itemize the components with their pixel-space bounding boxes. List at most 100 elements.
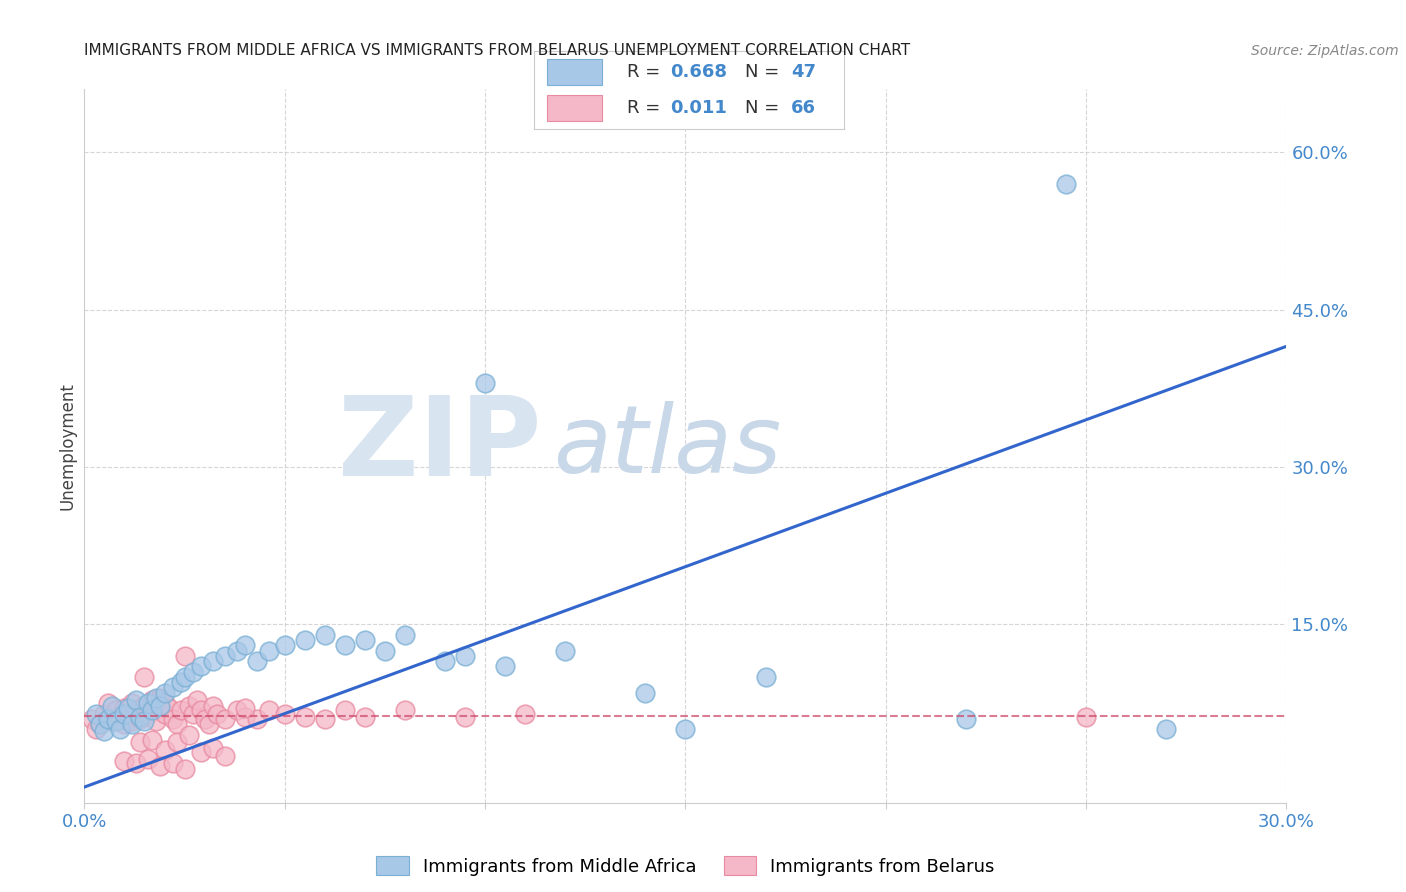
Point <box>138 706 160 721</box>
Text: 47: 47 <box>792 63 815 81</box>
Bar <box>547 59 602 86</box>
Point <box>314 712 336 726</box>
Point <box>162 756 184 770</box>
Point <box>97 696 120 710</box>
Point <box>114 706 135 721</box>
Point <box>149 699 172 714</box>
Bar <box>547 95 602 121</box>
Text: IMMIGRANTS FROM MIDDLE AFRICA VS IMMIGRANTS FROM BELARUS UNEMPLOYMENT CORRELATIO: IMMIGRANTS FROM MIDDLE AFRICA VS IMMIGRA… <box>84 43 911 58</box>
Text: 0.011: 0.011 <box>671 99 727 117</box>
Point <box>114 717 135 731</box>
Point <box>233 639 256 653</box>
Point <box>1076 710 1098 724</box>
Point <box>129 712 152 726</box>
Point <box>190 659 212 673</box>
Point <box>125 693 148 707</box>
Point <box>515 706 537 721</box>
Point <box>138 696 160 710</box>
Point <box>314 628 336 642</box>
Point <box>955 712 977 726</box>
Point <box>233 701 256 715</box>
Point <box>145 703 167 717</box>
Point <box>201 699 224 714</box>
Point <box>394 703 416 717</box>
Point <box>134 699 156 714</box>
Point <box>190 746 212 760</box>
Point <box>89 717 111 731</box>
Point <box>190 703 212 717</box>
Point <box>177 728 200 742</box>
Point <box>177 699 200 714</box>
Point <box>454 710 477 724</box>
Text: 66: 66 <box>792 99 815 117</box>
Point <box>1156 723 1178 737</box>
Point <box>214 712 236 726</box>
Point <box>129 710 152 724</box>
Point <box>145 690 167 705</box>
Point <box>93 724 115 739</box>
Point <box>149 759 172 773</box>
Point <box>274 639 297 653</box>
Point <box>105 714 128 728</box>
Point <box>257 703 280 717</box>
Point <box>114 754 135 768</box>
Point <box>153 696 176 710</box>
Point <box>294 633 316 648</box>
Point <box>173 762 195 776</box>
Point <box>257 643 280 657</box>
Point <box>246 712 269 726</box>
Point <box>634 685 657 699</box>
Point <box>173 670 195 684</box>
Point <box>153 706 176 721</box>
Point <box>225 703 247 717</box>
Point <box>129 735 152 749</box>
Point <box>214 648 236 663</box>
Point <box>101 714 124 728</box>
Point <box>86 723 108 737</box>
Point <box>354 710 377 724</box>
Point <box>93 706 115 721</box>
Point <box>186 693 208 707</box>
Text: N =: N = <box>745 63 779 81</box>
Point <box>153 685 176 699</box>
Point <box>374 643 396 657</box>
Point <box>333 703 356 717</box>
Point <box>117 706 139 721</box>
Point <box>82 712 104 726</box>
Point <box>675 723 697 737</box>
Point <box>97 712 120 726</box>
Point <box>225 643 247 657</box>
Point <box>246 654 269 668</box>
Y-axis label: Unemployment: Unemployment <box>58 382 76 510</box>
Point <box>110 710 132 724</box>
Point <box>101 699 124 714</box>
Text: R =: R = <box>627 63 661 81</box>
Text: Source: ZipAtlas.com: Source: ZipAtlas.com <box>1251 44 1399 58</box>
Point <box>294 710 316 724</box>
Point <box>105 703 128 717</box>
Point <box>134 714 156 728</box>
Point <box>394 628 416 642</box>
Point <box>169 703 191 717</box>
Text: 0.668: 0.668 <box>671 63 727 81</box>
Point <box>201 654 224 668</box>
Point <box>149 690 172 705</box>
Point <box>141 693 163 707</box>
Point <box>141 732 163 747</box>
Point <box>125 703 148 717</box>
Point <box>354 633 377 648</box>
Point <box>166 717 188 731</box>
Point <box>145 714 167 728</box>
Legend: Immigrants from Middle Africa, Immigrants from Belarus: Immigrants from Middle Africa, Immigrant… <box>368 849 1002 883</box>
Point <box>121 696 143 710</box>
Point <box>554 643 576 657</box>
Point <box>89 717 111 731</box>
Point <box>201 741 224 756</box>
Point <box>86 706 108 721</box>
Point <box>134 670 156 684</box>
Point <box>194 712 217 726</box>
Text: ZIP: ZIP <box>337 392 541 500</box>
Point <box>173 648 195 663</box>
Point <box>169 675 191 690</box>
Point <box>181 706 204 721</box>
